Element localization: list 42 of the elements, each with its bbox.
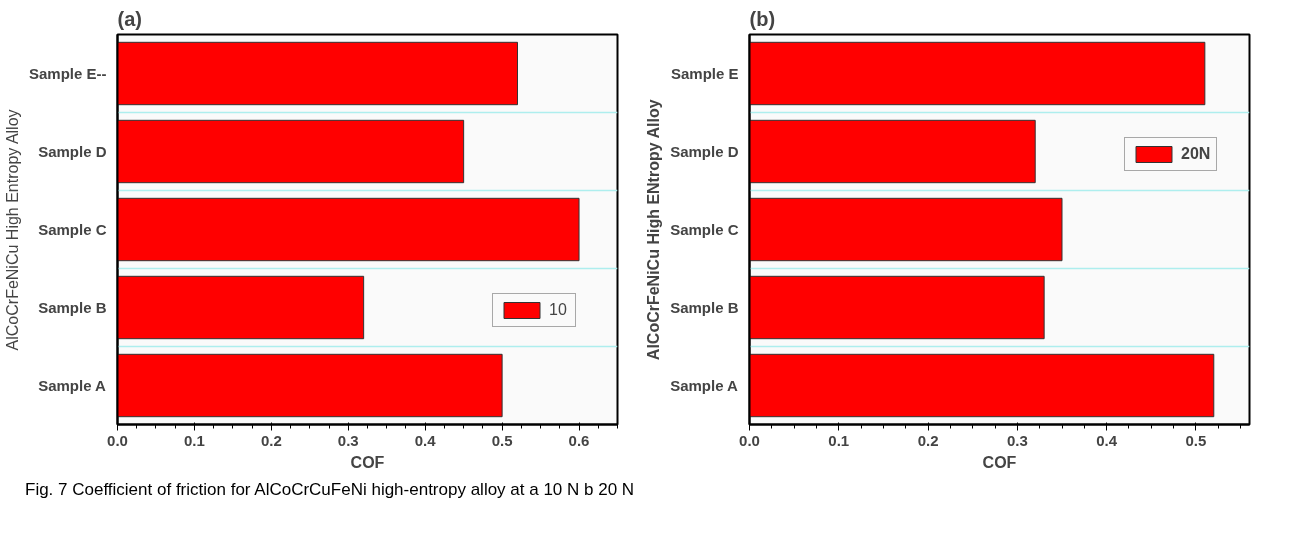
x-tick-label: 0.5 — [491, 431, 513, 449]
x-axis-title: COF — [350, 453, 385, 471]
y-tick-label: Sample C — [38, 221, 107, 238]
y-axis-title: AlCoCrFeNiCu High Entropy Alloy — [3, 109, 21, 351]
y-tick-label: Sample D — [670, 143, 739, 160]
y-tick-label: Sample C — [670, 221, 739, 238]
y-axis-title: AlCoCrFeNiCu High ENtropy Alloy — [645, 99, 663, 361]
y-tick-label: Sample D — [38, 143, 107, 160]
y-tick-label: Sample A — [38, 377, 107, 394]
x-tick-label: 0.5 — [1185, 431, 1207, 449]
y-tick-label: Sample A — [670, 377, 739, 394]
x-tick-label: 0.2 — [917, 431, 939, 449]
x-tick-label: 0.4 — [1096, 431, 1118, 449]
bar — [117, 41, 518, 106]
bar — [749, 41, 1206, 106]
x-tick-label: 0.4 — [414, 431, 437, 449]
chart-title: (a) — [117, 7, 142, 30]
bar — [749, 119, 1036, 184]
x-tick-label: 0.3 — [337, 431, 359, 449]
chart-title: (b) — [749, 7, 776, 30]
bar — [749, 197, 1063, 262]
y-tick-label: Sample B — [670, 299, 739, 316]
x-tick-label: 0.6 — [568, 431, 590, 449]
y-tick-label: Sample B — [38, 299, 107, 316]
x-axis-title: COF — [982, 453, 1017, 471]
bar — [117, 119, 465, 184]
legend-label: 20N — [1181, 145, 1211, 163]
y-tick-label: Sample E-- — [28, 65, 107, 82]
x-tick-label: 0.0 — [739, 431, 760, 449]
x-tick-label: 0.2 — [260, 431, 282, 449]
bar — [117, 275, 365, 340]
x-tick-label: 0.3 — [1006, 431, 1028, 449]
bar — [749, 353, 1215, 418]
bar — [117, 353, 503, 418]
legend-label: 10 — [549, 301, 568, 319]
x-tick-label: 0.0 — [107, 431, 128, 449]
bar — [749, 275, 1045, 340]
x-tick-label: 0.1 — [828, 431, 850, 449]
x-tick-label: 0.1 — [184, 431, 205, 449]
y-tick-label: Sample E — [670, 65, 739, 82]
bar — [117, 197, 580, 262]
caption: Fig. 7 Coefficient of friction for AlCoCrCuFeNi high-entropy alloy at a 10 N b 20 N — [24, 479, 635, 501]
